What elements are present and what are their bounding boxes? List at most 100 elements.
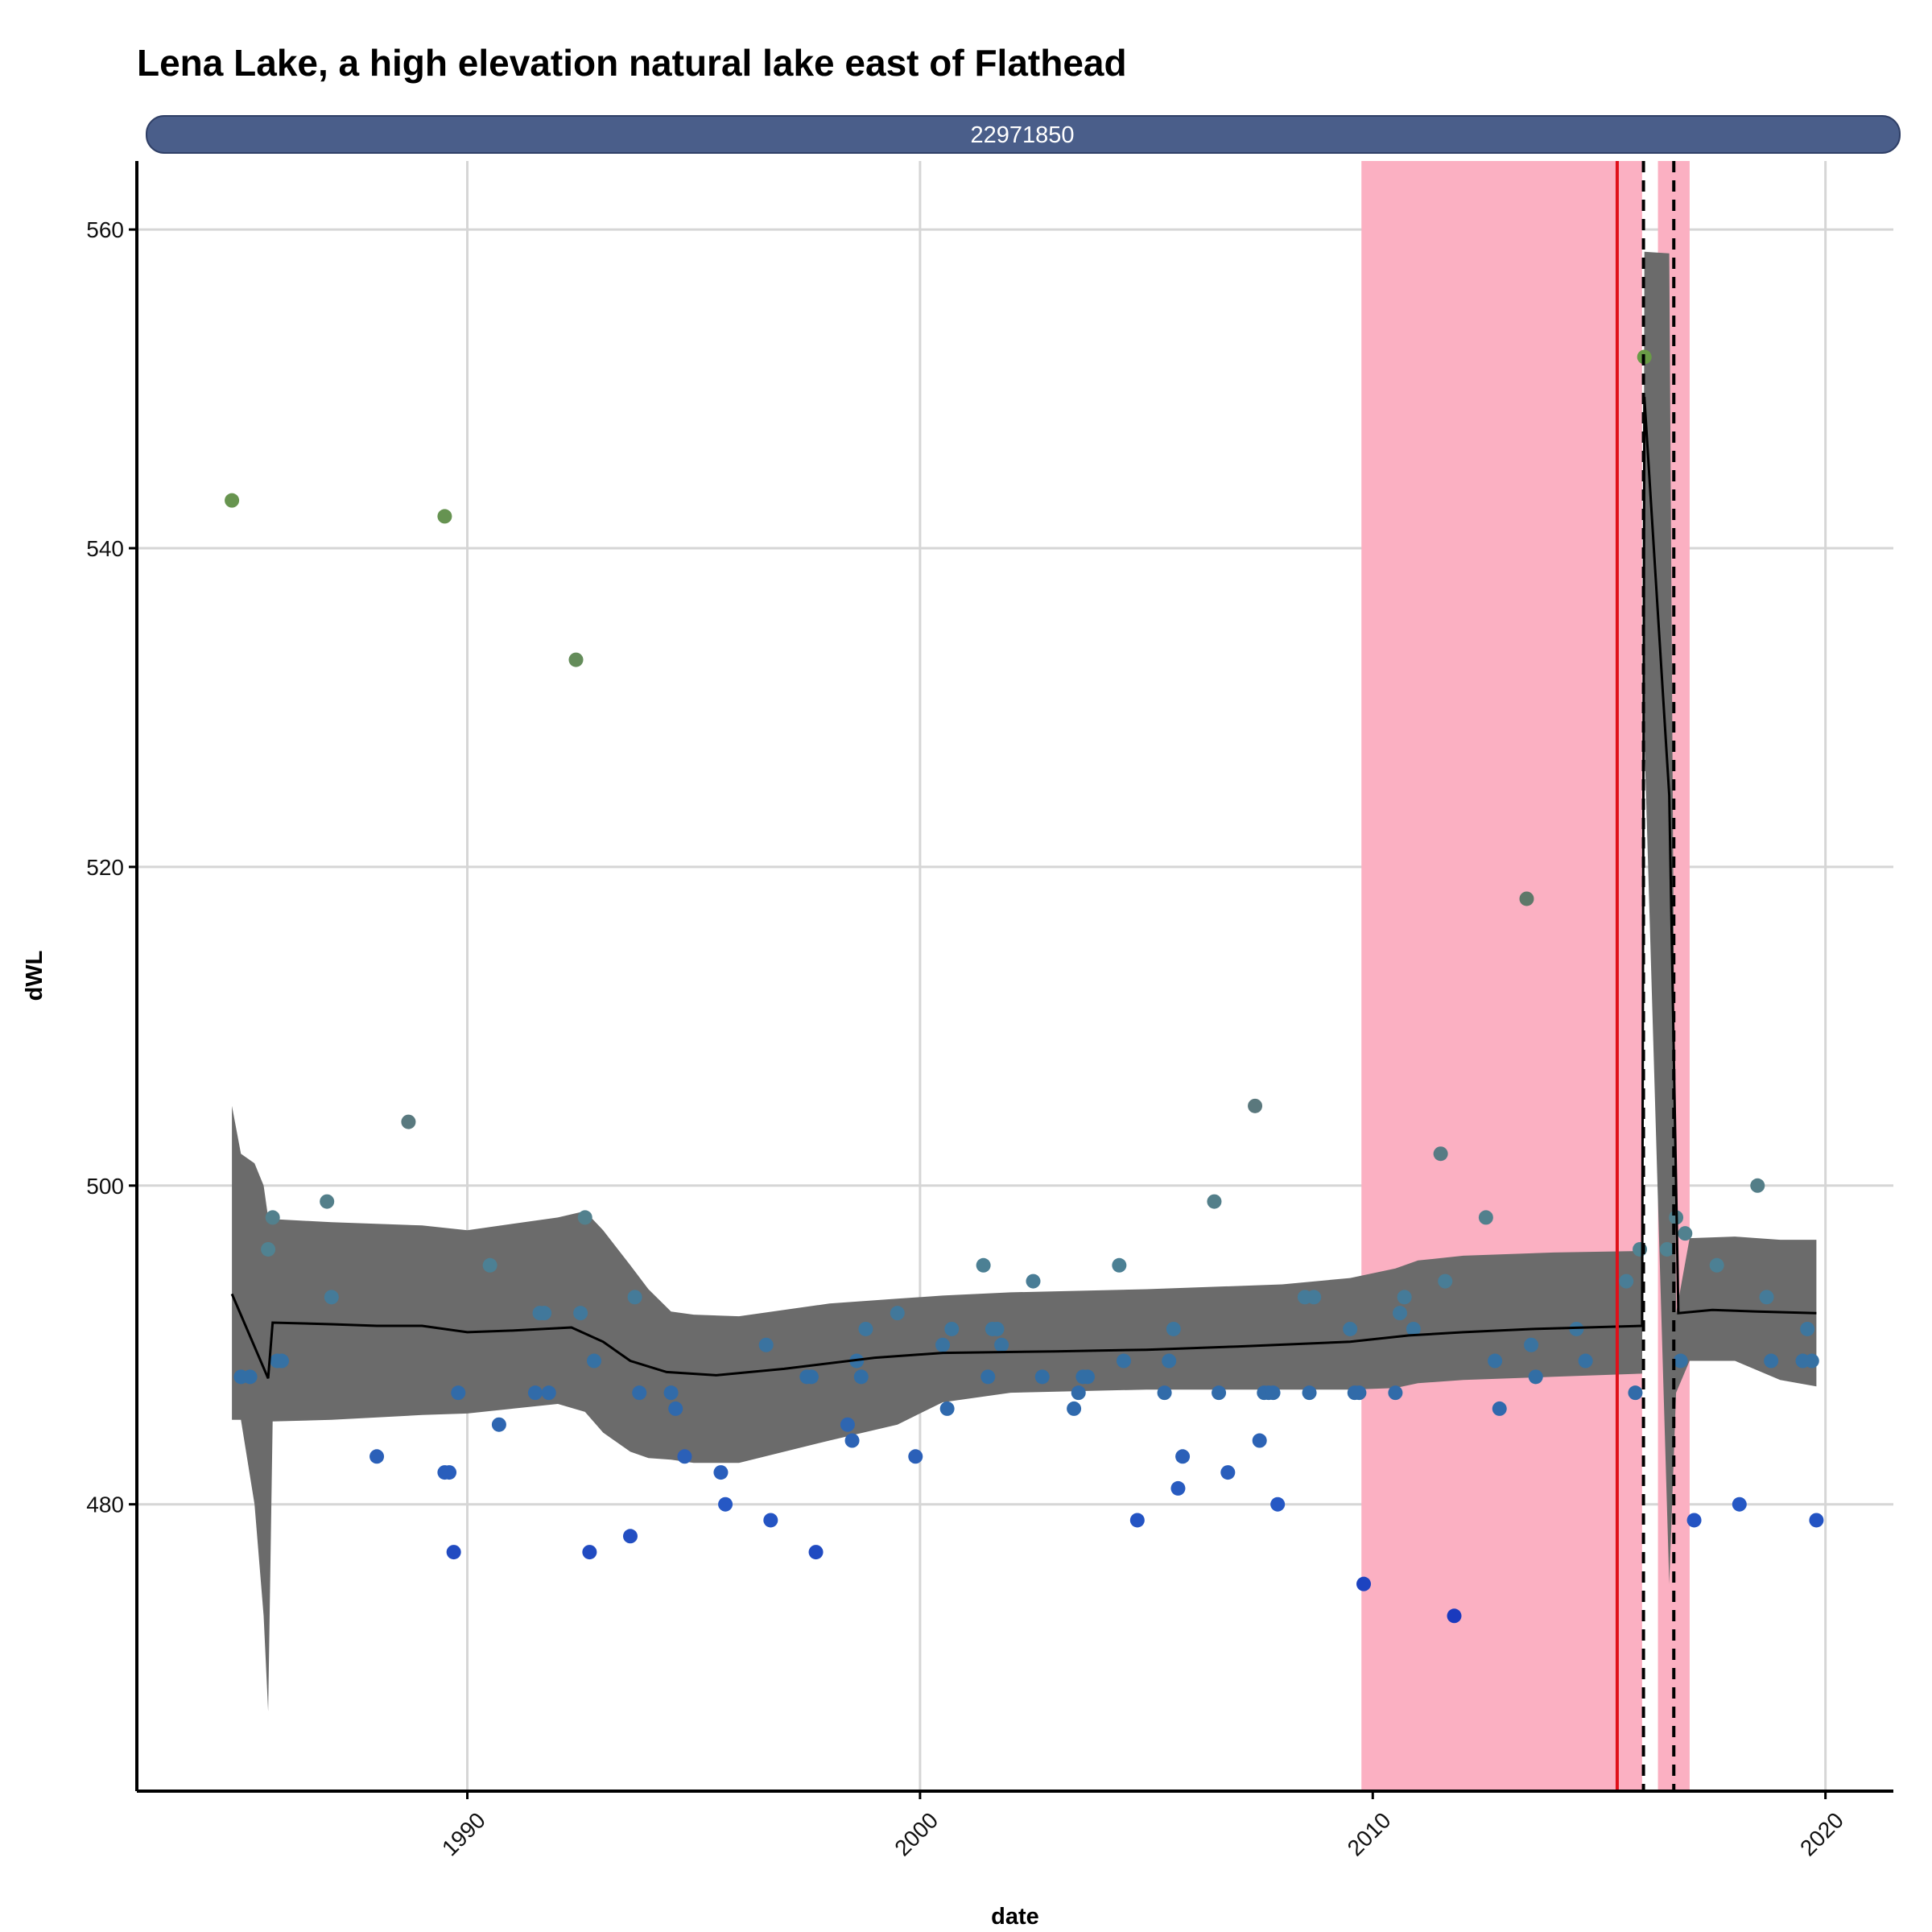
data-point-113 [1759, 1290, 1774, 1305]
data-point-47 [908, 1449, 923, 1464]
plot-area [137, 161, 1893, 1791]
data-point-8 [320, 1194, 335, 1209]
data-point-66 [1162, 1353, 1177, 1368]
data-point-87 [1393, 1306, 1408, 1321]
data-point-34 [713, 1465, 729, 1480]
y-tick-label-560: 560 [86, 217, 124, 242]
data-point-114 [1764, 1353, 1779, 1368]
data-point-116 [1800, 1321, 1815, 1336]
data-point-27 [586, 1353, 601, 1368]
y-tick-label-480: 480 [86, 1492, 124, 1517]
x-axis-title: date [991, 1904, 1039, 1930]
data-point-19 [527, 1385, 543, 1401]
data-point-77 [1265, 1385, 1281, 1401]
data-point-16 [451, 1385, 466, 1401]
data-point-100 [1578, 1353, 1593, 1368]
data-point-108 [1678, 1226, 1693, 1241]
data-point-107 [1673, 1353, 1688, 1368]
data-point-30 [632, 1385, 647, 1401]
x-tick-label-2020: 2020 [1795, 1807, 1848, 1860]
highlight-period-1 [1361, 161, 1642, 1791]
data-point-56 [1026, 1274, 1041, 1289]
data-point-93 [1478, 1210, 1493, 1225]
data-point-42 [844, 1433, 860, 1448]
data-point-70 [1207, 1194, 1222, 1209]
data-point-37 [763, 1513, 778, 1528]
data-point-109 [1686, 1513, 1702, 1528]
data-point-82 [1343, 1321, 1358, 1336]
data-point-64 [1129, 1513, 1145, 1528]
data-point-90 [1433, 1146, 1448, 1162]
facet-strip-background [146, 115, 1901, 154]
x-tick-label-1990: 1990 [437, 1807, 490, 1860]
data-point-12 [437, 509, 452, 524]
data-point-98 [1528, 1369, 1543, 1385]
data-point-84 [1352, 1385, 1367, 1401]
data-point-71 [1212, 1385, 1227, 1401]
data-point-44 [853, 1369, 869, 1385]
data-point-105 [1659, 1241, 1674, 1257]
data-point-81 [1307, 1290, 1322, 1305]
data-point-118 [1809, 1513, 1824, 1528]
data-point-69 [1175, 1449, 1191, 1464]
data-point-49 [939, 1401, 955, 1416]
data-point-51 [976, 1257, 991, 1273]
data-point-5 [265, 1210, 280, 1225]
data-point-35 [718, 1496, 733, 1512]
data-point-73 [1248, 1098, 1263, 1113]
data-point-101 [1619, 1274, 1634, 1289]
data-point-36 [758, 1337, 774, 1352]
y-axis-title: dWL [22, 951, 47, 1001]
data-point-24 [573, 1306, 588, 1321]
trend-line [230, 396, 1817, 1379]
data-point-95 [1492, 1401, 1507, 1416]
data-point-72 [1220, 1465, 1236, 1480]
data-point-29 [627, 1290, 642, 1305]
data-point-67 [1166, 1321, 1181, 1336]
data-point-61 [1080, 1369, 1095, 1385]
data-point-3 [242, 1369, 258, 1385]
data-point-89 [1406, 1321, 1421, 1336]
data-point-17 [482, 1257, 497, 1273]
data-point-46 [890, 1306, 905, 1321]
data-point-1 [225, 493, 240, 508]
data-point-94 [1488, 1353, 1503, 1368]
data-point-10 [369, 1449, 385, 1464]
data-point-48 [935, 1337, 951, 1352]
y-tick-label-540: 540 [86, 536, 124, 561]
data-point-57 [1034, 1369, 1050, 1385]
data-point-28 [622, 1529, 638, 1544]
data-point-117 [1804, 1353, 1819, 1368]
data-point-45 [858, 1321, 873, 1336]
data-point-102 [1628, 1385, 1643, 1401]
x-tick-label-2000: 2000 [890, 1807, 943, 1860]
data-point-7 [274, 1353, 289, 1368]
data-point-18 [491, 1417, 506, 1432]
data-point-97 [1524, 1337, 1539, 1352]
data-point-92 [1447, 1608, 1462, 1624]
data-point-40 [808, 1545, 824, 1560]
data-point-4 [261, 1241, 276, 1257]
data-point-85 [1356, 1576, 1372, 1591]
chart-title: Lena Lake, a high elevation natural lake… [137, 42, 1127, 84]
data-point-63 [1116, 1353, 1131, 1368]
data-point-112 [1750, 1178, 1765, 1193]
data-point-22 [541, 1385, 556, 1401]
data-point-96 [1519, 891, 1534, 906]
data-point-55 [994, 1337, 1009, 1352]
data-point-39 [803, 1369, 819, 1385]
data-point-99 [1569, 1321, 1584, 1336]
data-point-33 [677, 1449, 692, 1464]
data-point-25 [577, 1210, 592, 1225]
data-point-21 [537, 1306, 552, 1321]
data-point-52 [980, 1369, 996, 1385]
data-point-14 [442, 1465, 457, 1480]
data-point-15 [446, 1545, 461, 1560]
data-point-58 [1067, 1401, 1082, 1416]
data-point-91 [1438, 1274, 1453, 1289]
y-tick-label-520: 520 [86, 855, 124, 880]
data-point-62 [1112, 1257, 1127, 1273]
data-point-32 [668, 1401, 683, 1416]
data-point-74 [1252, 1433, 1267, 1448]
